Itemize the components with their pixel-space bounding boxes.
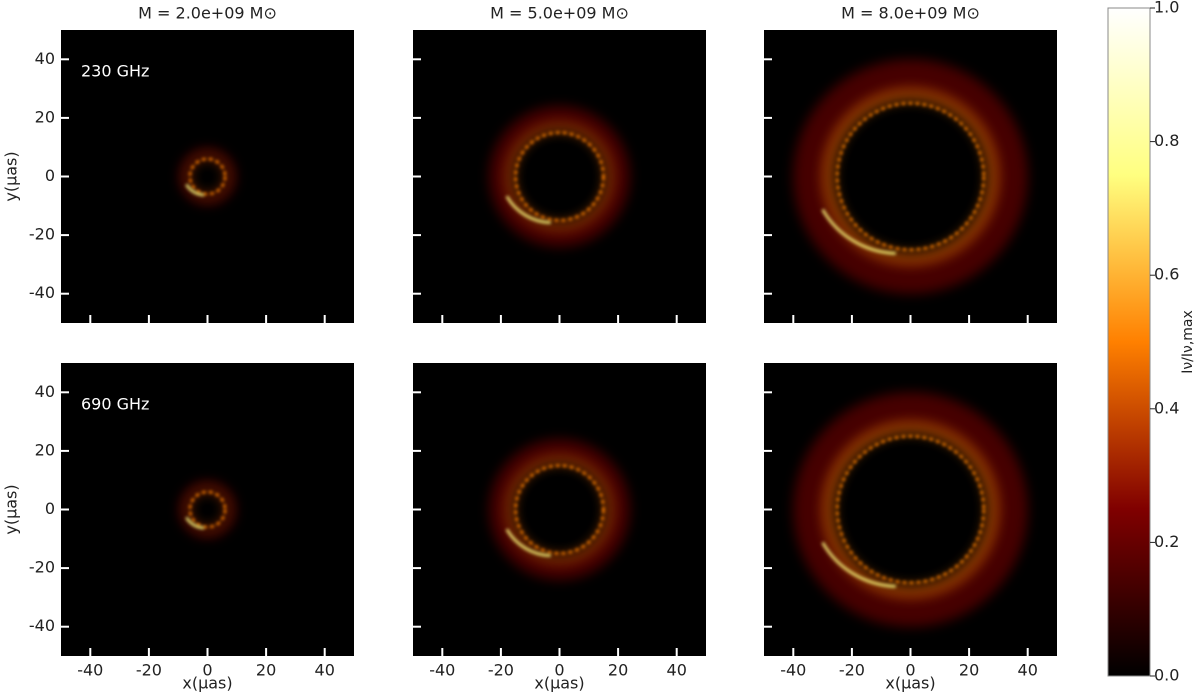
- ring-halo: [489, 106, 630, 247]
- y-tick-label: 0: [45, 499, 55, 518]
- y-tick-label: 20: [35, 440, 55, 459]
- y-tick-label: 40: [35, 49, 55, 68]
- x-tick-label: -40: [77, 661, 103, 680]
- bright-arc: [821, 541, 896, 588]
- y-tick-label: -20: [29, 558, 55, 577]
- image: [179, 148, 236, 205]
- ring-glow: [186, 155, 229, 198]
- bright-arc: [505, 528, 551, 558]
- x-tick-label: -40: [780, 661, 806, 680]
- image-panel: [413, 30, 706, 323]
- bright-arc: [185, 516, 205, 530]
- x-tick-label: 20: [608, 661, 628, 680]
- y-tick-label: 20: [35, 107, 55, 126]
- x-tick-label: 40: [667, 661, 687, 680]
- bright-arc: [505, 195, 551, 225]
- image: [793, 392, 1028, 627]
- x-tick-label: -20: [136, 661, 162, 680]
- colorbar-tick-label: 0.0: [1154, 666, 1179, 685]
- ring-glow: [821, 420, 1000, 599]
- y-tick-label: -20: [29, 225, 55, 244]
- y-axis-label: y(μas): [2, 151, 21, 201]
- column-title: M = 8.0e+09 M⊙: [841, 4, 980, 23]
- x-axis-label: x(μas): [885, 674, 935, 693]
- ring-halo: [179, 481, 236, 538]
- y-axis-label: y(μas): [2, 484, 21, 534]
- x-tick-label: 40: [1018, 661, 1038, 680]
- photon-ring: [836, 102, 985, 251]
- image: [179, 481, 236, 538]
- x-tick-label: 0: [554, 661, 564, 680]
- image-panel: [61, 363, 354, 656]
- x-tick-label: 20: [959, 661, 979, 680]
- colorbar-tick-label: 0.8: [1154, 131, 1179, 150]
- photon-ring: [836, 435, 985, 584]
- x-tick-label: -20: [488, 661, 514, 680]
- ring-glow: [506, 456, 613, 563]
- x-tick-label: -40: [429, 661, 455, 680]
- x-tick-label: 0: [905, 661, 915, 680]
- x-axis-label: x(μas): [182, 674, 232, 693]
- x-tick-label: 20: [256, 661, 276, 680]
- photon-ring: [514, 131, 605, 222]
- ring-glow: [506, 123, 613, 230]
- image: [489, 439, 630, 580]
- y-tick-label: 40: [35, 382, 55, 401]
- column-title: M = 2.0e+09 M⊙: [138, 4, 277, 23]
- ring-halo: [489, 439, 630, 580]
- x-tick-label: 0: [202, 661, 212, 680]
- ring-glow: [821, 87, 1000, 266]
- image-panel: [61, 30, 354, 323]
- ring-halo: [793, 59, 1028, 294]
- ring-halo: [793, 392, 1028, 627]
- colorbar-tick-label: 0.4: [1154, 398, 1179, 417]
- colorbar-label: Iν/Iν,max: [1180, 310, 1196, 374]
- x-tick-label: -20: [839, 661, 865, 680]
- column-title: M = 5.0e+09 M⊙: [490, 4, 629, 23]
- colorbar-tick-label: 0.6: [1154, 265, 1179, 284]
- photon-ring: [188, 157, 227, 196]
- bright-arc: [821, 208, 896, 255]
- y-tick-label: -40: [29, 616, 55, 635]
- y-tick-label: -40: [29, 283, 55, 302]
- y-tick-label: 0: [45, 166, 55, 185]
- frequency-label: 230 GHz: [81, 62, 149, 81]
- photon-ring: [188, 490, 227, 529]
- ring-glow: [186, 488, 229, 531]
- colorbar-tick-label: 1.0: [1154, 0, 1179, 17]
- bright-arc: [185, 183, 205, 197]
- colorbar-tick-label: 0.2: [1154, 532, 1179, 551]
- photon-ring: [514, 464, 605, 555]
- x-tick-label: 40: [315, 661, 335, 680]
- colorbar: [1107, 7, 1151, 677]
- image-panel: [413, 363, 706, 656]
- x-axis-label: x(μas): [534, 674, 584, 693]
- frequency-label: 690 GHz: [81, 395, 149, 414]
- image: [793, 59, 1028, 294]
- ring-halo: [179, 148, 236, 205]
- image: [489, 106, 630, 247]
